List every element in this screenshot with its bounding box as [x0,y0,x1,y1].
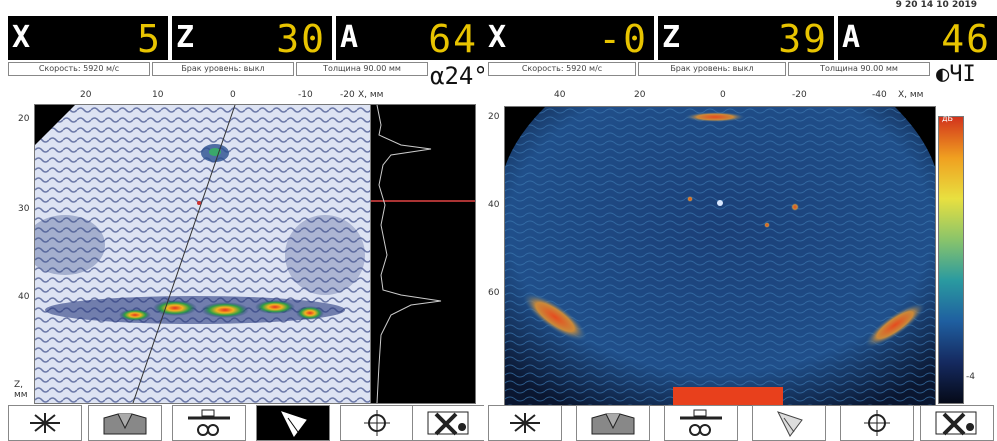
angle-readout: α24° [430,62,484,90]
x-readout-label: X [12,20,31,55]
z-readout-label: Z [176,20,195,55]
y-tick-2: 40 [488,200,500,210]
calibration-button[interactable] [840,405,914,441]
close-mode-button[interactable] [920,405,994,441]
a-readout-label: A [340,20,359,55]
x-axis-unit: X, мм [898,90,924,100]
z-readout: Z 39 [658,16,834,60]
tfm-image[interactable] [504,106,936,406]
y-axis-unit: Z, мм [14,380,28,400]
z-readout-value: 30 [276,17,326,60]
info-bar: Скорость: 5920 м/с Брак уровень: выкл То… [488,62,930,76]
x-tick-5: -40 [872,90,887,100]
colorbar [938,116,964,404]
left-scan-panel: X 5 Z 30 A 64 Скорость: 5920 м/с Брак ур… [0,0,484,441]
a-scan-graph [370,104,476,404]
close-mode-icon [427,411,469,436]
x-tick-4: -20 [792,90,807,100]
x-tick-5: -20 [340,90,355,100]
sector-scan-icon [777,411,803,437]
left-toolbar [0,405,484,441]
x-tick-2: 10 [152,90,164,100]
y-tick-1: 20 [488,112,500,122]
a-readout: A 64 [336,16,484,60]
a-readout-label: A [842,20,861,55]
y-tick-3: 60 [488,288,500,298]
a-scan-svg [371,105,475,403]
velocity-info: Скорость: 5920 м/с [8,62,150,76]
x-tick-1: 20 [80,90,92,100]
x-readout-label: X [488,20,507,55]
thickness-info: Толщина 90.00 мм [788,62,930,76]
reject-level-info: Брак уровень: выкл [638,62,786,76]
a-readout-value: 64 [428,17,478,60]
x-readout: X 5 [8,16,168,60]
probe-icon [188,409,230,436]
z-readout-value: 39 [778,17,828,60]
z-readout-label: Z [662,20,681,55]
sector-scan-button[interactable] [256,405,330,441]
weld-profile-button[interactable] [88,405,162,441]
info-bar: Скорость: 5920 м/с Брак уровень: выкл То… [8,62,428,76]
x-readout: X -0 [484,16,654,60]
close-mode-button[interactable] [412,405,484,441]
sector-scan-button[interactable] [752,405,826,441]
crosshair-icon [30,413,60,433]
tfm-image-svg [505,107,935,405]
colorbar-gradient [939,117,963,403]
z-readout: Z 30 [172,16,332,60]
y-tick-2: 30 [18,204,30,214]
date-time: 9 20 14 10 2019 [895,0,977,10]
mode-indicator: ◐ЧІ [936,62,976,87]
x-readout-value: 5 [137,17,162,60]
probe-icon [680,409,722,436]
calibration-icon [864,410,890,436]
right-scan-panel: 9 20 14 10 2019 X -0 Z 39 A 46 Скорость:… [484,0,997,441]
weld-profile-icon [591,413,635,435]
y-tick-1: 20 [18,114,30,124]
sector-scan-svg [35,105,371,403]
a-readout: A 46 [838,16,997,60]
reject-level-info: Брак уровень: выкл [152,62,294,76]
weld-profile-icon [103,413,147,435]
x-tick-3: 0 [230,90,236,100]
calibration-button[interactable] [340,405,414,441]
velocity-info: Скорость: 5920 м/с [488,62,636,76]
right-toolbar [484,405,997,441]
x-tick-2: 20 [634,90,646,100]
weld-profile-button[interactable] [576,405,650,441]
x-tick-3: 0 [720,90,726,100]
thickness-info: Толщина 90.00 мм [296,62,428,76]
probe-button[interactable] [664,405,738,441]
y-tick-3: 40 [18,292,30,302]
close-mode-icon [935,411,977,436]
a-readout-value: 46 [941,17,991,60]
x-readout-value: -0 [598,17,648,60]
colorbar-label: дБ [942,114,954,123]
sector-scan-image[interactable] [34,104,372,404]
crosshair-button[interactable] [488,405,562,441]
x-tick-1: 40 [554,90,566,100]
colorbar-min: -4 [966,372,975,382]
x-tick-4: -10 [298,90,313,100]
crosshair-icon [510,413,540,433]
x-axis-unit: X, мм [358,90,384,100]
sector-scan-icon [281,411,307,437]
calibration-icon [364,410,390,436]
probe-button[interactable] [172,405,246,441]
crosshair-button[interactable] [8,405,82,441]
